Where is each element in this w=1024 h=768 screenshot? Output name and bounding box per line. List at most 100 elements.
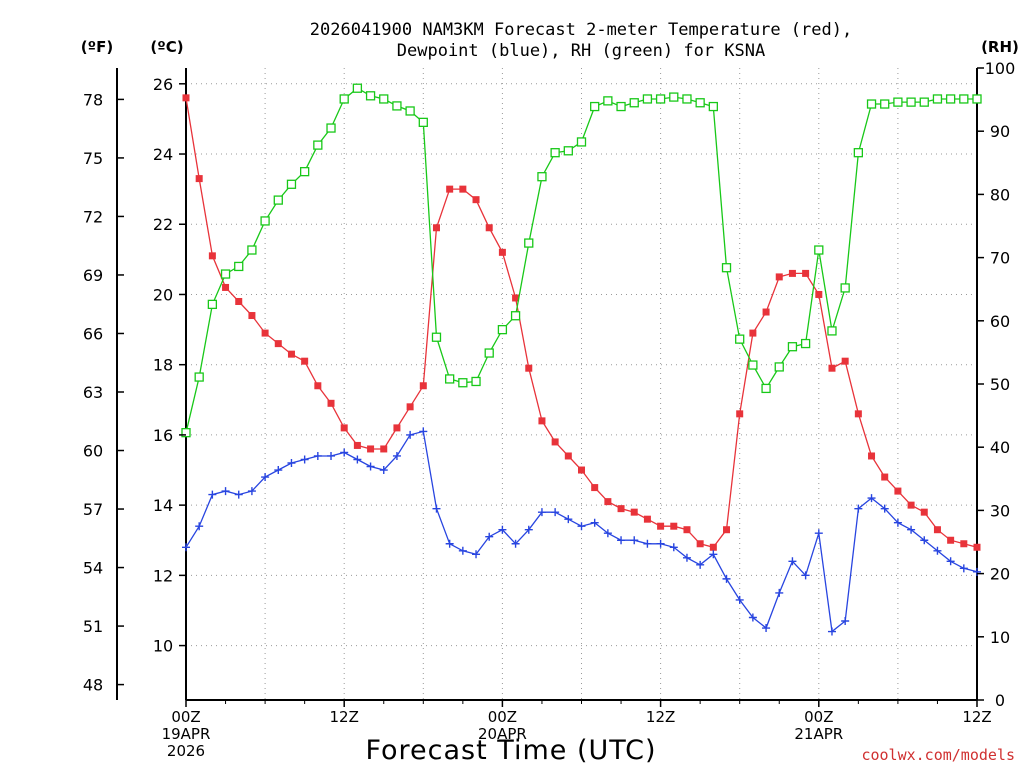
dewpoint-point	[485, 532, 494, 541]
dewpoint-point	[287, 459, 296, 467]
dewpoint-point	[379, 466, 388, 475]
temperature-point	[643, 515, 651, 523]
dewpoint-point	[551, 508, 560, 517]
temperature-point	[327, 399, 335, 407]
dewpoint-point	[445, 539, 454, 548]
temperature-point	[459, 185, 467, 193]
temperature-point	[551, 438, 559, 446]
series-layer	[181, 83, 982, 636]
dewpoint-point	[432, 504, 441, 513]
celsius-tick-label: 26	[153, 75, 173, 94]
fahrenheit-tick-label: 78	[83, 90, 103, 109]
rh-point	[352, 83, 363, 93]
time-tick-label: 12Z	[646, 708, 675, 726]
rh-point	[273, 195, 283, 205]
dewpoint-point	[669, 543, 678, 552]
rh-point	[405, 106, 415, 116]
fahrenheit-tick-label: 60	[83, 442, 103, 461]
time-tick-label: 12Z	[330, 708, 359, 726]
rh-point	[629, 98, 639, 108]
celsius-tick-label: 10	[153, 637, 173, 656]
temperature-point	[406, 403, 414, 411]
rh-point	[286, 179, 297, 189]
time-tick-label: 00Z	[488, 708, 517, 726]
time-tick-label: 12Z	[962, 708, 991, 726]
dewpoint-point	[392, 451, 401, 460]
rh-point	[853, 148, 863, 158]
temperature-point	[248, 312, 256, 320]
dewpoint-point	[762, 624, 771, 633]
rh-point	[260, 216, 270, 226]
temperature-point	[380, 445, 388, 453]
rh-tick-label: 60	[990, 312, 1010, 331]
temperature-point	[353, 441, 361, 449]
rh-point	[721, 263, 732, 273]
dewpoint-point	[564, 515, 573, 524]
temperature-point	[815, 290, 823, 298]
x-axis-label: Forecast Time (UTC)	[365, 735, 656, 766]
rh-point	[840, 283, 850, 293]
temperature-point	[195, 175, 203, 183]
temperature-point	[498, 248, 506, 256]
rh-point	[642, 94, 653, 104]
rh-point	[972, 94, 982, 104]
rh-tick-label: 30	[990, 501, 1010, 520]
celsius-tick-label: 14	[153, 496, 173, 515]
grid-lines	[186, 68, 977, 700]
temperature-point	[393, 424, 401, 432]
dewpoint-point	[247, 487, 256, 496]
dewpoint-point	[261, 473, 270, 482]
temperature-point	[222, 283, 230, 291]
dewpoint-point	[643, 539, 652, 548]
rh-point	[695, 98, 705, 108]
rh-point	[418, 117, 428, 128]
temperature-point	[828, 364, 836, 372]
tick-labels: 10 12 14 16 18 20 22 24 26 48 51 54 57 60 63 66 69 72 75 78…	[83, 59, 1015, 760]
fahrenheit-tick-label: 51	[83, 617, 103, 636]
temperature-point	[235, 297, 243, 305]
temperature-point	[670, 522, 678, 530]
temperature-point	[868, 452, 876, 460]
dewpoint-point	[603, 529, 612, 538]
rh-point	[945, 94, 956, 104]
temperature-point	[683, 526, 691, 534]
dewpoint-point	[682, 553, 691, 562]
rh-point	[787, 342, 798, 352]
temperature-point	[564, 452, 572, 460]
dewpoint-point	[959, 564, 968, 573]
celsius-tick-label: 12	[153, 566, 173, 585]
rh-point	[735, 334, 745, 344]
celsius-tick-label: 20	[153, 285, 173, 304]
axes	[116, 68, 978, 701]
rh-point	[919, 97, 929, 107]
rh-point	[655, 94, 666, 104]
rh-point	[880, 99, 890, 109]
rh-point	[484, 348, 494, 358]
rh-tick-label: 20	[990, 565, 1010, 584]
temperature-point	[696, 540, 704, 548]
rh-point	[194, 372, 204, 382]
temperature-point	[538, 417, 546, 425]
temperature-point	[657, 522, 665, 530]
temperature-point	[472, 196, 480, 204]
time-tick-label: 20APR	[478, 725, 527, 743]
temperature-point	[788, 269, 796, 277]
credit-text: coolwx.com/models	[861, 746, 1015, 764]
rh-point	[471, 376, 481, 387]
rh-point	[379, 94, 389, 104]
dewpoint-point	[907, 525, 916, 534]
title-line-1: 2026041900 NAM3KM Forecast 2-meter Tempe…	[310, 20, 852, 40]
rh-point	[181, 428, 191, 438]
dewpoint-point	[458, 546, 467, 555]
temperature-point	[617, 505, 625, 513]
dewpoint-point	[208, 490, 217, 499]
temperature-point	[973, 543, 981, 551]
rh-point	[906, 97, 916, 107]
temperature-point	[920, 508, 928, 516]
rh-tick-label: 0	[995, 691, 1005, 710]
fahrenheit-tick-label: 63	[83, 383, 103, 402]
temperature-line	[185, 97, 978, 549]
dewpoint-point	[617, 536, 626, 545]
dewpoint-point	[234, 490, 243, 499]
dewpoint-point	[854, 504, 863, 513]
